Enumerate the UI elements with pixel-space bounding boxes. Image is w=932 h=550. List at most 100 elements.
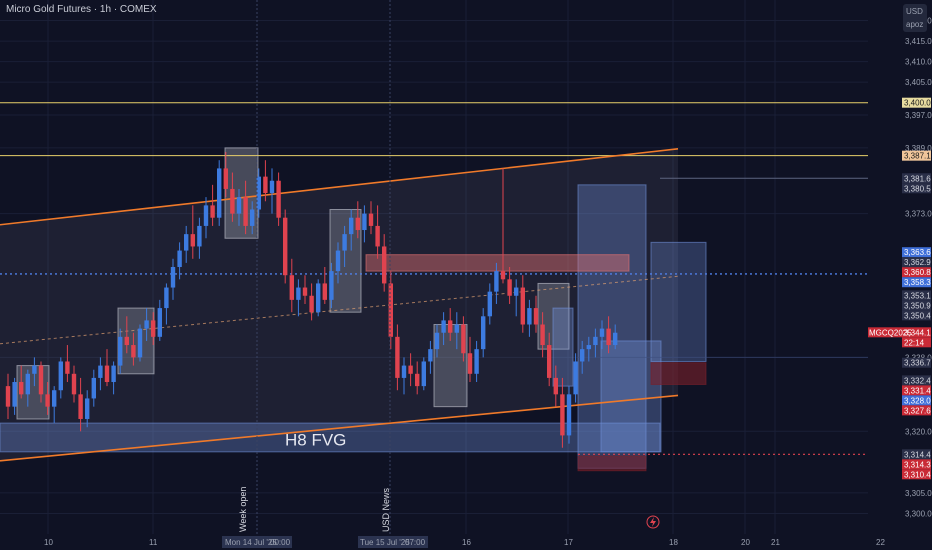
currency-box[interactable] <box>903 4 927 32</box>
candle-body-77 <box>514 287 519 296</box>
price-badge-14: 3,332.4 <box>904 376 931 385</box>
h8-fvg-box <box>0 422 661 453</box>
time-tick-3: 16 <box>462 538 471 547</box>
zone-box-2 <box>117 307 155 375</box>
price-badge-bg-7 <box>902 277 931 288</box>
price-tick-2: 3,320.0 <box>905 427 932 436</box>
time-tick-6: 20 <box>741 538 750 547</box>
currency-label: USD <box>906 7 923 16</box>
candle-body-18 <box>124 336 129 346</box>
crosshair-date-box-1 <box>222 536 292 548</box>
price-badge-bg-5 <box>902 257 931 268</box>
price-badge-18: 3,314.4 <box>904 450 931 459</box>
blue-zone-small <box>552 307 574 387</box>
price-tick-6: 3,397.0 <box>905 111 932 120</box>
price-badge-bg-1 <box>902 150 931 161</box>
candle-body-61 <box>408 365 413 374</box>
candle-body-76 <box>507 279 512 296</box>
price-badge-bg-12 <box>902 337 931 348</box>
price-badge-12: 22:14 <box>904 338 925 347</box>
grid-lines <box>0 0 868 534</box>
candle-body-24 <box>164 287 169 309</box>
time-axis[interactable] <box>0 534 868 550</box>
candle-body-64 <box>428 349 433 362</box>
price-badge-9: 3,350.9 <box>904 301 931 310</box>
price-badge-bg-18 <box>902 449 931 460</box>
price-badge-bg-15 <box>902 385 931 396</box>
candle-body-23 <box>157 308 162 337</box>
candle-body-21 <box>144 320 149 329</box>
crosshair-time-1: 00:00 <box>270 538 291 547</box>
price-badge-bg-0 <box>902 97 931 108</box>
time-tick-5: 18 <box>669 538 678 547</box>
candle-body-51 <box>342 234 347 251</box>
candle-body-72 <box>481 316 486 350</box>
week-open-label: Week open <box>238 487 248 532</box>
candle-body-80 <box>533 308 539 325</box>
price-badge-bg-19 <box>902 459 931 470</box>
candle-body-92 <box>613 332 618 346</box>
candle-body-74 <box>494 271 499 292</box>
candle-body-35 <box>236 197 242 214</box>
candle-body-12 <box>85 398 90 419</box>
price-tick-5: 3,389.0 <box>905 144 932 153</box>
candle-body-0 <box>5 386 11 407</box>
price-badge-bg-20 <box>902 469 931 480</box>
price-badge-1: 3,387.1 <box>904 152 931 161</box>
candle-body-3 <box>25 373 30 395</box>
candle-body-11 <box>78 394 83 419</box>
candle-body-87 <box>580 349 585 362</box>
price-badge-11: 3,344.1 <box>904 328 931 337</box>
usd-news-label: USD News <box>381 487 391 532</box>
candle-body-73 <box>487 291 492 317</box>
candle-body-32 <box>217 168 222 218</box>
price-badge-bg-14 <box>902 375 931 386</box>
candle-body-60 <box>401 365 407 378</box>
candle-body-52 <box>349 217 354 235</box>
candle-body-56 <box>375 225 380 247</box>
price-badge-7: 3,358.3 <box>904 278 931 287</box>
candle-body-31 <box>210 205 215 218</box>
candle-body-5 <box>38 365 44 395</box>
candle-body-7 <box>52 390 57 407</box>
candle-body-85 <box>566 394 572 436</box>
candle-body-17 <box>118 336 123 366</box>
candle-body-36 <box>243 197 248 226</box>
price-badge-6: 3,360.8 <box>904 268 931 277</box>
h8-fvg-label: H8 FVG <box>285 431 346 450</box>
price-badge-bg-4 <box>902 247 931 258</box>
candle-body-33 <box>223 168 228 189</box>
candle-body-16 <box>111 365 116 383</box>
candle-body-6 <box>45 394 50 407</box>
candle-body-8 <box>58 361 63 391</box>
candle-body-65 <box>434 332 440 350</box>
candle-body-69 <box>461 324 466 354</box>
candle-body-49 <box>329 271 334 300</box>
candle-body-2 <box>19 382 24 395</box>
price-badge-bg-10 <box>902 310 931 321</box>
price-badge-bg-2 <box>902 173 931 184</box>
candle-body-67 <box>448 320 453 333</box>
candle-body-37 <box>250 209 255 226</box>
candle-body-66 <box>441 320 446 333</box>
channel-lower-line <box>0 394 679 462</box>
candle-body-26 <box>177 250 182 267</box>
candle-body-90 <box>599 328 605 337</box>
trend-channel-fill <box>0 148 678 461</box>
candle-body-22 <box>151 320 156 337</box>
price-tick-4: 3,373.0 <box>905 210 932 219</box>
candle-body-1 <box>12 382 17 407</box>
candle-body-13 <box>91 377 96 399</box>
price-tick-8: 3,410.0 <box>905 58 932 67</box>
candle-body-84 <box>560 394 565 436</box>
candle-body-78 <box>520 287 525 325</box>
candle-body-38 <box>256 176 261 210</box>
candle-body-63 <box>421 361 426 387</box>
lightning-circle-icon[interactable] <box>646 515 660 529</box>
candle-body-48 <box>322 283 327 300</box>
price-tick-1: 3,305.0 <box>905 489 932 498</box>
price-badge-bg-3 <box>902 183 931 194</box>
candle-body-88 <box>586 345 591 350</box>
